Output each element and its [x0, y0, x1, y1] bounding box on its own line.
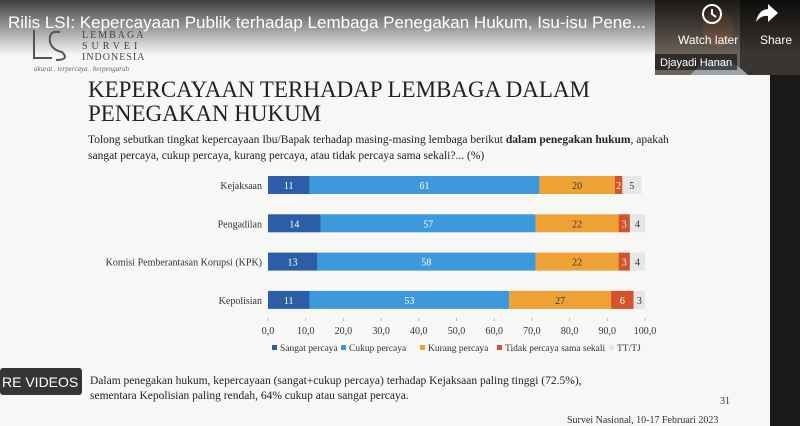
- bar-segment: [622, 176, 642, 194]
- footer: Survei Nasional, 10-17 Februari 2023: [567, 415, 718, 426]
- legend-label: TT/TJ: [617, 344, 641, 354]
- value-label: 6: [620, 296, 625, 307]
- logo-line: SURVEI: [82, 41, 141, 52]
- y-tick-label: Kejaksaan: [220, 181, 262, 192]
- presenter-tag: [655, 54, 737, 70]
- bar-segment: [629, 214, 645, 233]
- bar-segment: [618, 252, 630, 271]
- subtitle-part: Tolong sebutkan tingkat kepercayaan Ibu/…: [88, 134, 506, 146]
- x-tick-label: 20,0: [335, 326, 353, 337]
- top-overlay: [0, 0, 800, 55]
- bar-segment: [539, 176, 615, 194]
- value-label: 11: [284, 296, 294, 307]
- chart-subtitle: Tolong sebutkan tingkat kepercayaan Ibu/…: [88, 134, 669, 146]
- chart-title: KEPERCAYAAN TERHADAP LEMBAGA DALAM: [88, 77, 590, 102]
- bar-segment: [535, 252, 619, 271]
- x-tick-label: 100,0: [634, 326, 657, 337]
- y-tick-label: Komisi Pemberantasan Korupsi (KPK): [106, 258, 262, 269]
- bar-segment: [268, 214, 321, 233]
- value-label: 27: [555, 296, 565, 307]
- chart-subtitle: sangat percaya, cukup percaya, kurang pe…: [88, 150, 484, 162]
- x-tick-label: 10,0: [297, 326, 315, 337]
- x-tick-label: 70,0: [523, 326, 541, 337]
- share-icon[interactable]: [756, 4, 778, 22]
- bar-segment: [268, 290, 310, 309]
- value-label: 13: [288, 258, 298, 269]
- value-label: 57: [423, 219, 433, 230]
- slide: [0, 0, 770, 426]
- value-label: 22: [572, 219, 582, 230]
- bar-segment: [535, 214, 619, 233]
- value-label: 61: [419, 181, 429, 192]
- bar-segment: [320, 214, 536, 233]
- legend-swatch: [272, 345, 277, 350]
- value-label: 58: [421, 258, 431, 269]
- x-tick-label: 30,0: [372, 326, 390, 337]
- value-label: 22: [572, 258, 582, 269]
- y-tick-label: Pengadilan: [218, 219, 262, 230]
- bar-segment: [611, 290, 634, 309]
- value-label: 3: [637, 296, 642, 307]
- legend-swatch: [341, 345, 346, 350]
- page-number: 31: [720, 396, 730, 407]
- legend-label: Tidak percaya sama sekali: [505, 344, 606, 354]
- value-label: 53: [404, 296, 414, 307]
- legend-label: Sangat percaya: [280, 344, 339, 354]
- logo-tagline: akurat . terpercaya . berpengaruh: [34, 65, 129, 73]
- x-tick-label: 80,0: [561, 326, 579, 337]
- x-tick-label: 0,0: [262, 326, 275, 337]
- bar-segment: [268, 252, 318, 271]
- legend-swatch: [497, 345, 502, 350]
- value-label: 4: [635, 258, 640, 269]
- value-label: 3: [622, 258, 627, 269]
- value-label: 4: [635, 219, 640, 230]
- bar-segment: [309, 290, 510, 309]
- watch-later[interactable]: Watch later: [678, 33, 738, 47]
- legend-swatch: [609, 345, 614, 350]
- value-label: 2: [616, 181, 621, 192]
- legend-label: Kurang percaya: [428, 344, 489, 354]
- logo-line: INDONESIA: [82, 52, 145, 63]
- clock-hand: [711, 9, 717, 18]
- share[interactable]: Share: [760, 33, 792, 47]
- logo-line: LEMBAGA: [82, 30, 145, 41]
- value-label: 11: [284, 181, 294, 192]
- bar-segment: [633, 290, 645, 309]
- bar-segment: [309, 176, 540, 194]
- bar-segment: [618, 214, 630, 233]
- y-tick-label: Kepolisian: [219, 296, 262, 307]
- value-label: 20: [572, 181, 582, 192]
- clock-icon[interactable]: [702, 4, 722, 24]
- more-videos-button[interactable]: [0, 368, 82, 395]
- logo-mark: [33, 30, 66, 61]
- bar-segment: [268, 176, 310, 194]
- value-label: 14: [289, 219, 299, 230]
- chart-title: PENEGAKAN HUKUM: [88, 101, 321, 126]
- x-tick-label: 50,0: [448, 326, 466, 337]
- bar-segment: [614, 176, 623, 194]
- bar-segment: [629, 252, 645, 271]
- video-title[interactable]: Rilis LSI: Kepercayaan Publik terhadap L…: [8, 13, 646, 32]
- legend-swatch: [420, 345, 425, 350]
- presenter-name: Djayadi Hanan: [660, 57, 732, 69]
- note: sementara Kepolisian paling rendah, 64% …: [90, 390, 409, 402]
- value-label: 5: [629, 181, 634, 192]
- bar-segment: [509, 290, 612, 309]
- chart: 0,0 10,0 20,0 30,0 40,0 50,0 60,0 70,0 80,0 90,0 1…: [106, 176, 657, 354]
- x-tick-label: 60,0: [485, 326, 503, 337]
- more-videos[interactable]: RE VIDEOS: [2, 374, 78, 390]
- note: Dalam penegakan hukum, kepercayaan (sang…: [90, 375, 582, 387]
- value-label: 3: [622, 219, 627, 230]
- legend-label: Cukup percaya: [349, 344, 407, 354]
- x-tick-label: 90,0: [599, 326, 617, 337]
- x-tick-label: 40,0: [410, 326, 428, 337]
- subtitle-part: , apakah: [630, 134, 669, 146]
- bar-segment: [317, 252, 536, 271]
- subtitle-bold: dalam penegakan hukum: [506, 134, 631, 146]
